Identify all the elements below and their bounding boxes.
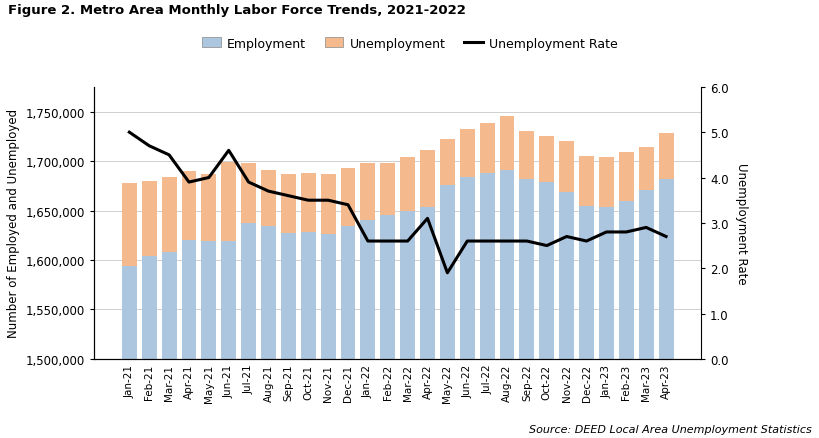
Bar [658,134,672,180]
Unemployment Rate [283,194,293,199]
Bar [440,185,455,438]
Bar [459,130,474,177]
Bar [440,140,455,185]
Bar [578,157,593,206]
Bar [301,173,315,233]
Bar [360,164,375,221]
Unemployment Rate [263,189,273,194]
Unemployment Rate [382,239,392,244]
Unemployment Rate [144,144,154,149]
Unemployment Rate [124,130,134,135]
Bar [518,132,534,180]
Unemployment Rate [422,216,432,222]
Unemployment Rate [204,176,214,181]
Bar [181,240,197,438]
Bar [201,174,216,242]
Unemployment Rate [224,148,233,154]
Unemployment Rate [323,198,333,203]
Bar [340,169,355,227]
Bar [161,177,176,253]
Bar [499,117,514,170]
Bar [260,170,276,227]
Bar [518,180,534,438]
Bar [122,266,137,438]
Bar [340,227,355,438]
Unemployment Rate [183,180,193,185]
Unemployment Rate [462,239,472,244]
Bar [400,158,414,211]
Bar [459,177,474,438]
Bar [380,216,395,438]
Bar [559,192,573,438]
Bar [598,207,613,438]
Bar [638,148,653,190]
Bar [578,206,593,438]
Unemployment Rate [402,239,412,244]
Unemployment Rate [621,230,631,235]
Unemployment Rate [243,180,253,185]
Bar [301,233,315,438]
Bar [598,158,613,207]
Bar [161,253,176,438]
Bar [241,224,256,438]
Text: Figure 2. Metro Area Monthly Labor Force Trends, 2021-2022: Figure 2. Metro Area Monthly Labor Force… [8,4,465,18]
Bar [320,174,335,235]
Bar [539,182,554,438]
Bar [539,137,554,182]
Unemployment Rate [640,225,650,230]
Bar [221,242,236,438]
Y-axis label: Unemployment Rate: Unemployment Rate [735,162,747,284]
Bar [400,211,414,438]
Bar [499,170,514,438]
Bar [380,164,395,216]
Bar [638,190,653,438]
Unemployment Rate [442,271,452,276]
Bar [281,234,296,438]
Text: Source: DEED Local Area Unemployment Statistics: Source: DEED Local Area Unemployment Sta… [528,424,811,434]
Unemployment Rate [581,239,590,244]
Line: Unemployment Rate: Unemployment Rate [129,133,665,273]
Legend: Employment, Unemployment, Unemployment Rate: Employment, Unemployment, Unemployment R… [197,32,622,56]
Bar [419,151,434,207]
Bar [618,153,633,201]
Bar [419,207,434,438]
Unemployment Rate [303,198,313,203]
Unemployment Rate [541,244,551,249]
Bar [360,221,375,438]
Bar [658,180,672,438]
Unemployment Rate [601,230,611,235]
Bar [618,201,633,438]
Bar [142,257,156,438]
Unemployment Rate [342,203,352,208]
Unemployment Rate [482,239,491,244]
Unemployment Rate [660,234,670,240]
Bar [260,227,276,438]
Unemployment Rate [522,239,532,244]
Unemployment Rate [164,153,174,158]
Bar [479,124,494,173]
Bar [221,162,236,242]
Bar [122,184,137,266]
Y-axis label: Number of Employed and Unemployed: Number of Employed and Unemployed [7,109,20,338]
Bar [181,172,197,240]
Unemployment Rate [363,239,373,244]
Unemployment Rate [561,234,571,240]
Bar [281,174,296,234]
Unemployment Rate [501,239,511,244]
Bar [241,164,256,224]
Bar [479,173,494,438]
Bar [559,142,573,192]
Bar [320,235,335,438]
Bar [142,181,156,257]
Bar [201,242,216,438]
